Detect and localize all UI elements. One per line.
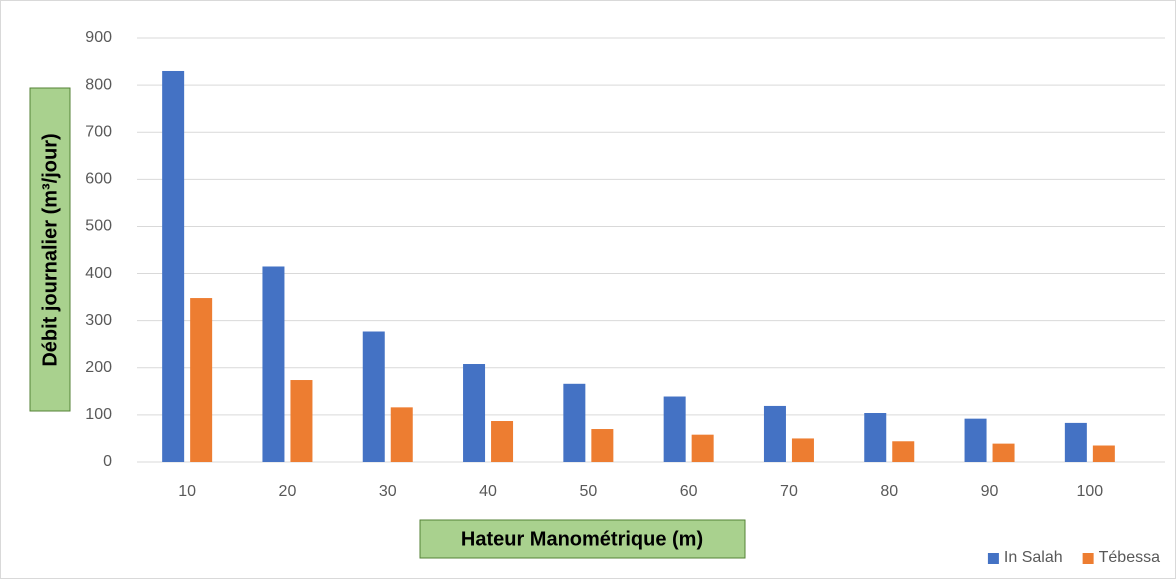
legend-swatch — [1082, 553, 1094, 564]
bar — [964, 418, 987, 462]
bar — [864, 413, 887, 462]
y-tick-label: 800 — [85, 76, 112, 93]
y-tick-label: 600 — [85, 171, 112, 188]
bar — [563, 383, 586, 462]
bar — [1064, 422, 1087, 462]
x-label-box — [419, 519, 746, 559]
bar — [591, 429, 614, 462]
bar — [1092, 445, 1115, 462]
x-tick-label: 20 — [279, 483, 297, 500]
legend-label: In Salah — [1004, 549, 1063, 566]
x-tick-label: 40 — [479, 483, 497, 500]
bar — [162, 70, 185, 462]
y-tick-label: 900 — [85, 29, 112, 46]
x-tick-label: 90 — [981, 483, 999, 500]
x-tick-label: 10 — [178, 483, 196, 500]
bar — [262, 266, 285, 462]
x-tick-label: 60 — [680, 483, 698, 500]
legend-label: Tébessa — [1099, 549, 1160, 566]
x-tick-label: 100 — [1076, 483, 1103, 500]
bar — [362, 331, 385, 462]
bar — [290, 380, 313, 462]
y-tick-label: 700 — [85, 123, 112, 140]
y-tick-label: 400 — [85, 265, 112, 282]
y-axis-title: Débit journalier (m³/jour) — [39, 133, 61, 366]
bar — [691, 434, 714, 462]
x-tick-label: 30 — [379, 483, 397, 500]
x-tick-label: 70 — [780, 483, 798, 500]
bar — [992, 443, 1015, 462]
x-tick-label: 50 — [579, 483, 597, 500]
bar — [892, 441, 915, 462]
legend-swatch — [987, 553, 999, 564]
y-tick-label: 200 — [85, 359, 112, 376]
bar — [763, 405, 786, 462]
y-tick-label: 300 — [85, 312, 112, 329]
y-label-box — [29, 87, 71, 412]
x-axis-title: Hateur Manométrique (m) — [461, 528, 703, 550]
bar — [491, 421, 514, 462]
bar — [791, 438, 814, 462]
bar — [463, 364, 486, 462]
y-tick-label: 500 — [85, 218, 112, 235]
bar — [190, 298, 213, 462]
bar — [663, 396, 686, 462]
y-tick-label: 0 — [103, 453, 112, 470]
x-tick-label: 80 — [880, 483, 898, 500]
y-tick-label: 100 — [85, 406, 112, 423]
bar — [390, 407, 413, 462]
